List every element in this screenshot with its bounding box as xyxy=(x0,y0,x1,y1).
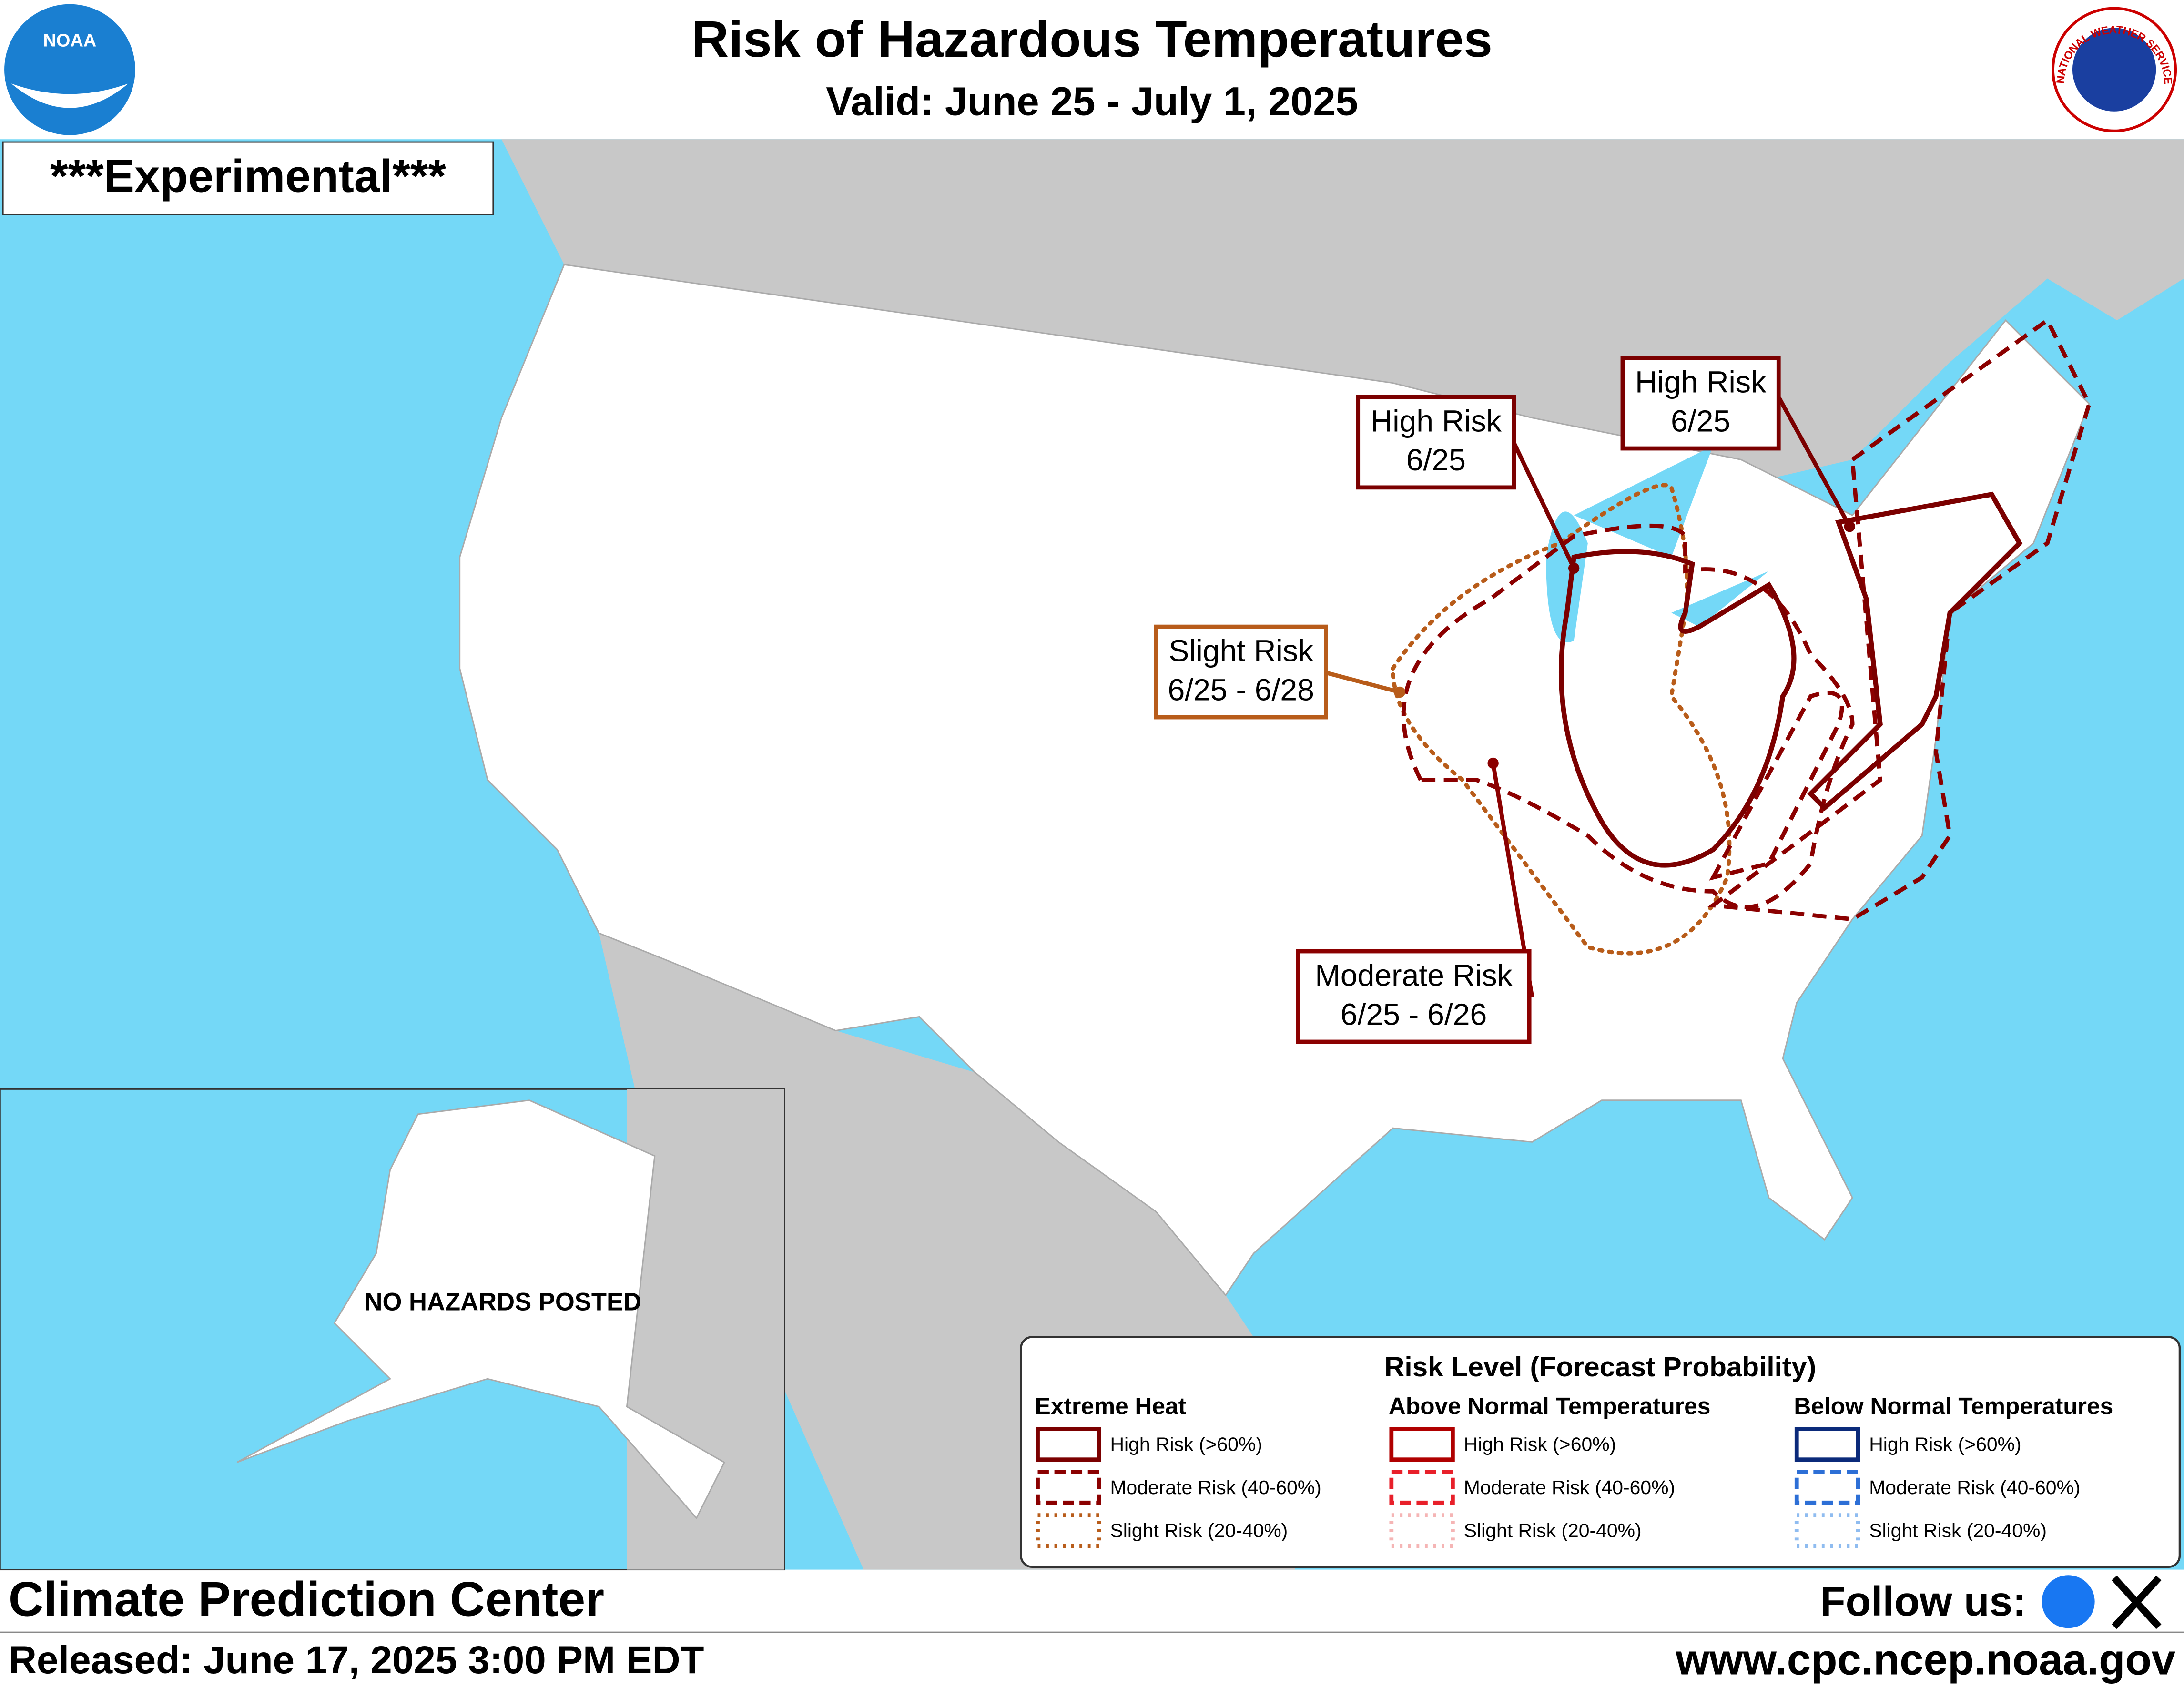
alaska-note: NO HAZARDS POSTED xyxy=(365,1288,641,1316)
arrow-head xyxy=(1394,686,1406,698)
label-dates: 6/25 - 6/26 xyxy=(1341,997,1487,1031)
x-icon[interactable] xyxy=(2112,1576,2162,1629)
arrow-head xyxy=(1487,757,1499,769)
facebook-icon[interactable] xyxy=(2042,1575,2095,1628)
title: Risk of Hazardous Temperatures xyxy=(691,10,1492,68)
slight-risk-contour xyxy=(1391,483,1732,956)
arrow-head xyxy=(1568,562,1580,574)
label-dates: 6/25 xyxy=(1671,404,1730,438)
legend-swatch xyxy=(1794,1427,1860,1462)
moderate-risk-contour-east xyxy=(1707,317,2092,922)
footer-url[interactable]: www.cpc.ncep.noaa.gov xyxy=(1676,1636,2176,1684)
label-dates: 6/25 - 6/28 xyxy=(1168,672,1314,707)
legend-item: High Risk (>60%) xyxy=(1464,1433,1616,1455)
legend-item: Moderate Risk (40-60%) xyxy=(1110,1476,1321,1498)
legend-group-header: Extreme Heat xyxy=(1035,1393,1187,1420)
legend-swatch xyxy=(1389,1427,1455,1462)
label-arrow xyxy=(1777,396,1852,528)
legend-swatch xyxy=(1794,1513,1860,1548)
legend-group-header: Below Normal Temperatures xyxy=(1794,1393,2113,1420)
label-risk: High Risk xyxy=(1635,365,1767,399)
label-arrow xyxy=(1325,671,1401,694)
legend-item: Moderate Risk (40-60%) xyxy=(1869,1476,2080,1498)
label-risk: Slight Risk xyxy=(1168,634,1314,668)
risk-labels: High Risk 6/25 High Risk 6/25 Slight Risk 6/2… xyxy=(1154,356,1855,1044)
subtitle: Valid: June 25 - July 1, 2025 xyxy=(826,79,1358,124)
legend-swatch xyxy=(1036,1470,1101,1505)
label-risk: Moderate Risk xyxy=(1315,958,1513,993)
legend-item: High Risk (>60%) xyxy=(1110,1433,1262,1455)
alaska xyxy=(236,1099,725,1520)
legend-swatch xyxy=(1794,1470,1860,1505)
arrow-head xyxy=(1844,520,1855,532)
great-lakes xyxy=(1546,446,1769,642)
label-box xyxy=(1356,395,1516,490)
noaa-logo-text: NOAA xyxy=(43,31,97,51)
high-risk-contour xyxy=(1558,491,2023,868)
legend-item: Slight Risk (20-40%) xyxy=(1869,1519,2047,1541)
follow-us: Follow us: xyxy=(1820,1578,2026,1625)
legend-item: Slight Risk (20-40%) xyxy=(1464,1519,1642,1541)
legend-box xyxy=(1020,1336,2181,1568)
label-box xyxy=(1296,949,1532,1044)
legend-item: Moderate Risk (40-60%) xyxy=(1464,1476,1675,1498)
footer-center: Climate Prediction Center xyxy=(9,1572,604,1627)
label-dates: 6/25 xyxy=(1406,443,1466,477)
legend-item: High Risk (>60%) xyxy=(1869,1433,2021,1455)
experimental-box xyxy=(2,141,494,215)
legend-group-header: Above Normal Temperatures xyxy=(1389,1393,1710,1420)
label-risk: High Risk xyxy=(1371,404,1502,438)
label-box xyxy=(1154,624,1328,720)
legend-title: Risk Level (Forecast Probability) xyxy=(1384,1352,1816,1383)
noaa-logo xyxy=(4,4,135,135)
nws-logo-inner xyxy=(2072,28,2156,112)
label-box xyxy=(1620,356,1781,451)
legend: Extreme Heat High Risk (>60%) Moderate Ris… xyxy=(1035,1393,2113,1548)
legend-item: Slight Risk (20-40%) xyxy=(1110,1519,1288,1541)
footer-released: Released: June 17, 2025 3:00 PM EDT xyxy=(9,1638,704,1682)
legend-swatch xyxy=(1036,1427,1101,1462)
label-arrow xyxy=(1512,442,1576,569)
experimental-label: ***Experimental*** xyxy=(50,151,446,202)
noaa-logo-bird xyxy=(11,83,129,108)
legend-swatch xyxy=(1036,1513,1101,1548)
legend-swatch xyxy=(1389,1513,1455,1548)
legend-swatch xyxy=(1389,1470,1455,1505)
moderate-risk-contour xyxy=(1401,523,1855,909)
